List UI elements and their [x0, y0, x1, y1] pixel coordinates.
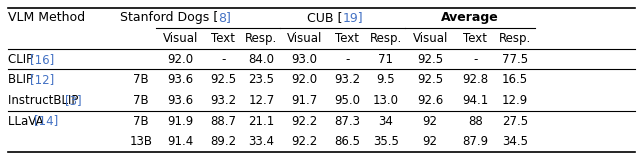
- Text: -: -: [345, 53, 349, 66]
- Text: LLaVA: LLaVA: [8, 115, 47, 128]
- Text: InstructBLIP: InstructBLIP: [8, 94, 82, 107]
- Text: 92.5: 92.5: [417, 73, 444, 86]
- Text: Resp.: Resp.: [369, 32, 402, 45]
- Text: 84.0: 84.0: [248, 53, 275, 66]
- Text: Text: Text: [335, 32, 360, 45]
- Text: 92.8: 92.8: [463, 73, 488, 86]
- Text: 7B: 7B: [133, 115, 148, 128]
- Text: 92.5: 92.5: [417, 53, 444, 66]
- Text: 77.5: 77.5: [502, 53, 528, 66]
- Text: 92: 92: [423, 115, 438, 128]
- Text: 88: 88: [468, 115, 483, 128]
- Text: VLM Method: VLM Method: [8, 11, 85, 24]
- Text: 13B: 13B: [129, 135, 152, 148]
- Text: 88.7: 88.7: [210, 115, 236, 128]
- Text: 34: 34: [378, 115, 393, 128]
- Text: 21.1: 21.1: [248, 115, 275, 128]
- Text: 93.2: 93.2: [334, 73, 360, 86]
- Text: 7B: 7B: [133, 73, 148, 86]
- Text: 87.3: 87.3: [335, 115, 360, 128]
- Text: -: -: [221, 53, 225, 66]
- Text: 86.5: 86.5: [335, 135, 360, 148]
- Text: 92.2: 92.2: [291, 135, 317, 148]
- Text: 93.0: 93.0: [291, 53, 317, 66]
- Text: 35.5: 35.5: [372, 135, 399, 148]
- Text: Visual: Visual: [287, 32, 322, 45]
- Text: 92.0: 92.0: [167, 53, 193, 66]
- Text: 19]: 19]: [342, 11, 364, 24]
- Text: 87.9: 87.9: [463, 135, 488, 148]
- Text: Visual: Visual: [163, 32, 198, 45]
- Text: [3]: [3]: [65, 94, 81, 107]
- Text: 91.9: 91.9: [167, 115, 193, 128]
- Text: 12.9: 12.9: [502, 94, 528, 107]
- Text: 92.6: 92.6: [417, 94, 444, 107]
- Text: 8]: 8]: [218, 11, 231, 24]
- Text: 33.4: 33.4: [248, 135, 275, 148]
- Text: 93.6: 93.6: [167, 94, 193, 107]
- Text: Resp.: Resp.: [245, 32, 278, 45]
- Text: 16.5: 16.5: [502, 73, 528, 86]
- Text: 89.2: 89.2: [210, 135, 236, 148]
- Text: 23.5: 23.5: [248, 73, 275, 86]
- Text: Stanford Dogs [: Stanford Dogs [: [120, 11, 218, 24]
- Text: CLIP: CLIP: [8, 53, 36, 66]
- Text: 12.7: 12.7: [248, 94, 275, 107]
- Text: 93.2: 93.2: [210, 94, 236, 107]
- Text: 7B: 7B: [133, 94, 148, 107]
- Text: Resp.: Resp.: [499, 32, 531, 45]
- Text: 71: 71: [378, 53, 393, 66]
- Text: 94.1: 94.1: [462, 94, 488, 107]
- Text: 92.5: 92.5: [210, 73, 236, 86]
- Text: 34.5: 34.5: [502, 135, 528, 148]
- Text: -: -: [474, 53, 477, 66]
- Text: 92.2: 92.2: [291, 115, 317, 128]
- Text: 91.4: 91.4: [167, 135, 193, 148]
- Text: BLIP: BLIP: [8, 73, 36, 86]
- Text: 93.6: 93.6: [167, 73, 193, 86]
- Text: 91.7: 91.7: [291, 94, 317, 107]
- Text: Average: Average: [441, 11, 499, 24]
- Text: 92: 92: [423, 135, 438, 148]
- Text: 13.0: 13.0: [372, 94, 399, 107]
- Text: 92.0: 92.0: [291, 73, 317, 86]
- Text: Visual: Visual: [413, 32, 448, 45]
- Text: [14]: [14]: [34, 115, 58, 128]
- Text: [16]: [16]: [30, 53, 54, 66]
- Text: 9.5: 9.5: [376, 73, 395, 86]
- Text: 27.5: 27.5: [502, 115, 528, 128]
- Text: [12]: [12]: [30, 73, 54, 86]
- Text: 95.0: 95.0: [335, 94, 360, 107]
- Text: Text: Text: [463, 32, 488, 45]
- Text: CUB [: CUB [: [307, 11, 342, 24]
- Text: Text: Text: [211, 32, 235, 45]
